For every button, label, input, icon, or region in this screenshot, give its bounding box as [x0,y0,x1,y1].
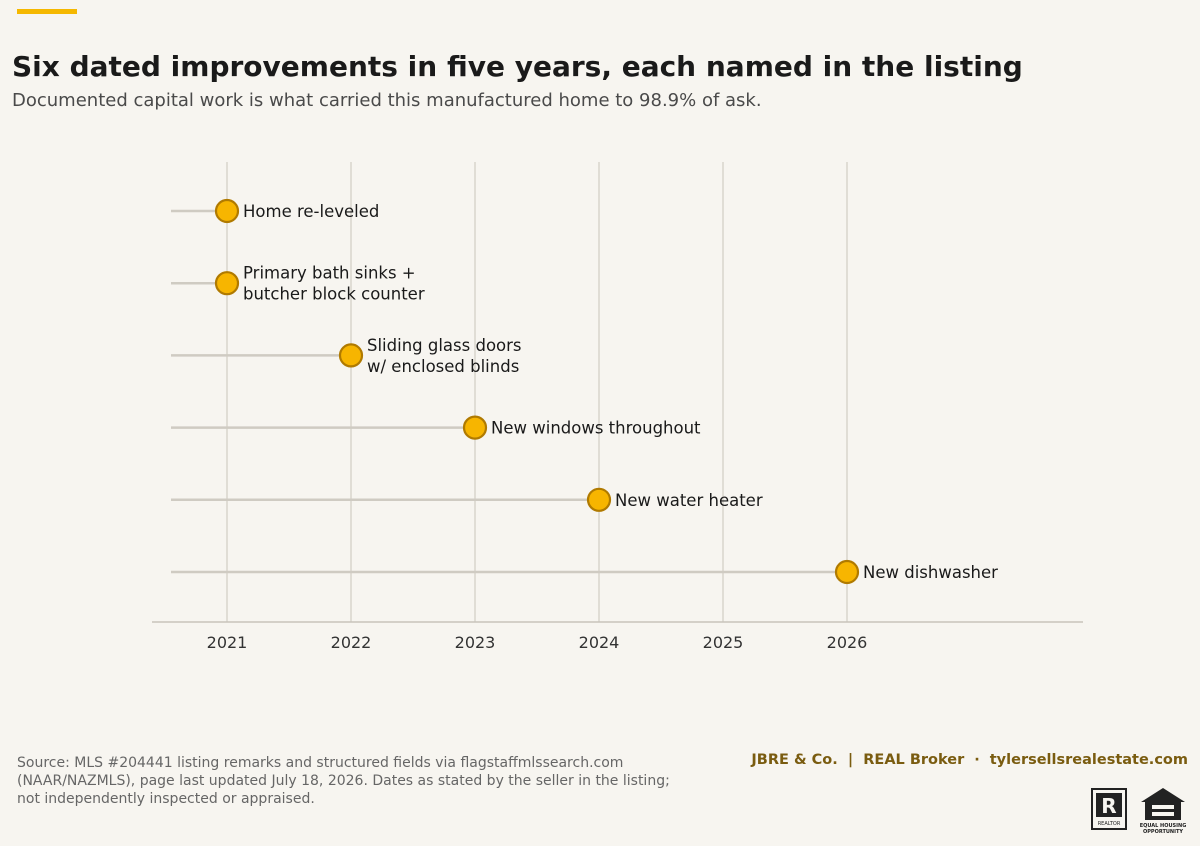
marker-6 [834,559,860,585]
event-label-3-line-1: Sliding glass doors [367,336,522,355]
event-label-1: Home re-leveled [243,202,379,221]
svg-text:R: R [1101,794,1116,818]
event-label-5-line-1: New water heater [615,491,763,510]
chart-subtitle: Documented capital work is what carried … [12,90,762,111]
x-tick-labels: 2021 2022 2023 2024 2025 2026 [207,633,868,652]
x-tick-label-2023: 2023 [455,633,496,652]
event-label-3-line-2: w/ enclosed blinds [367,357,519,376]
event-label-5: New water heater [615,491,763,510]
x-tick-label-2024: 2024 [579,633,620,652]
brand-separator: · [974,752,980,768]
event-label-3: Sliding glass doors w/ enclosed blinds [367,336,522,376]
source-note: Source: MLS #204441 listing remarks and … [17,755,670,807]
event-label-4-line-1: New windows throughout [491,419,701,438]
event-label-6-line-1: New dishwasher [863,563,998,582]
event-label-2-line-1: Primary bath sinks + [243,264,416,283]
event-label-1-line-1: Home re-leveled [243,202,379,221]
event-label-2-line-2: butcher block counter [243,285,425,304]
marker-1 [214,198,240,224]
event-label-2: Primary bath sinks + butcher block counte… [243,264,425,304]
brand-line: JBRE & Co. | REAL Broker · tylersellsreale… [751,752,1188,768]
event-labels: Home re-leveled Primary bath sinks + butch… [243,202,998,582]
marker-5 [586,487,612,512]
timeline-chart: 2021 2022 2023 2024 2025 2026 Home re-leveled… [152,162,1083,652]
stems [171,209,847,574]
x-tick-label-2025: 2025 [703,633,744,652]
x-tick-label-2022: 2022 [331,633,372,652]
grid-lines [226,162,848,622]
svg-text:EQUAL HOUSING: EQUAL HOUSING [1140,823,1187,829]
svg-text:OPPORTUNITY: OPPORTUNITY [1143,829,1183,834]
equal-housing-logo-icon: EQUAL HOUSING OPPORTUNITY [1140,788,1187,834]
event-label-4: New windows throughout [491,419,701,438]
x-tick-label-2021: 2021 [207,633,248,652]
x-tick-label-2026: 2026 [827,633,868,652]
realtor-logo-icon: R REALTOR [1091,788,1127,830]
marker-4 [462,415,488,440]
marker-2 [214,271,240,296]
markers [214,198,860,585]
accent-bar [17,9,77,14]
marker-3 [338,343,364,368]
event-label-6: New dishwasher [863,563,998,582]
brand-website[interactable]: tylersellsrealestate.com [989,752,1188,768]
svg-text:REALTOR: REALTOR [1098,821,1121,827]
chart-title: Six dated improvements in five years, ea… [12,50,1023,83]
brand-name: JBRE & Co. | REAL Broker [751,752,965,768]
